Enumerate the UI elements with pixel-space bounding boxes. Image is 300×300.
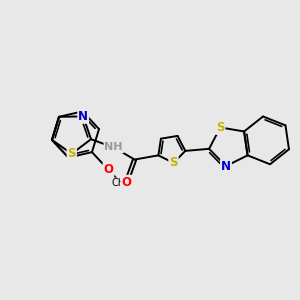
Text: N: N: [221, 160, 231, 172]
Text: CH₃: CH₃: [112, 178, 130, 188]
Text: S: S: [68, 147, 76, 160]
Text: NH: NH: [104, 142, 123, 152]
Text: O: O: [103, 163, 113, 176]
Text: S: S: [169, 156, 178, 170]
Text: S: S: [216, 121, 224, 134]
Text: N: N: [78, 110, 88, 123]
Text: O: O: [122, 176, 131, 189]
